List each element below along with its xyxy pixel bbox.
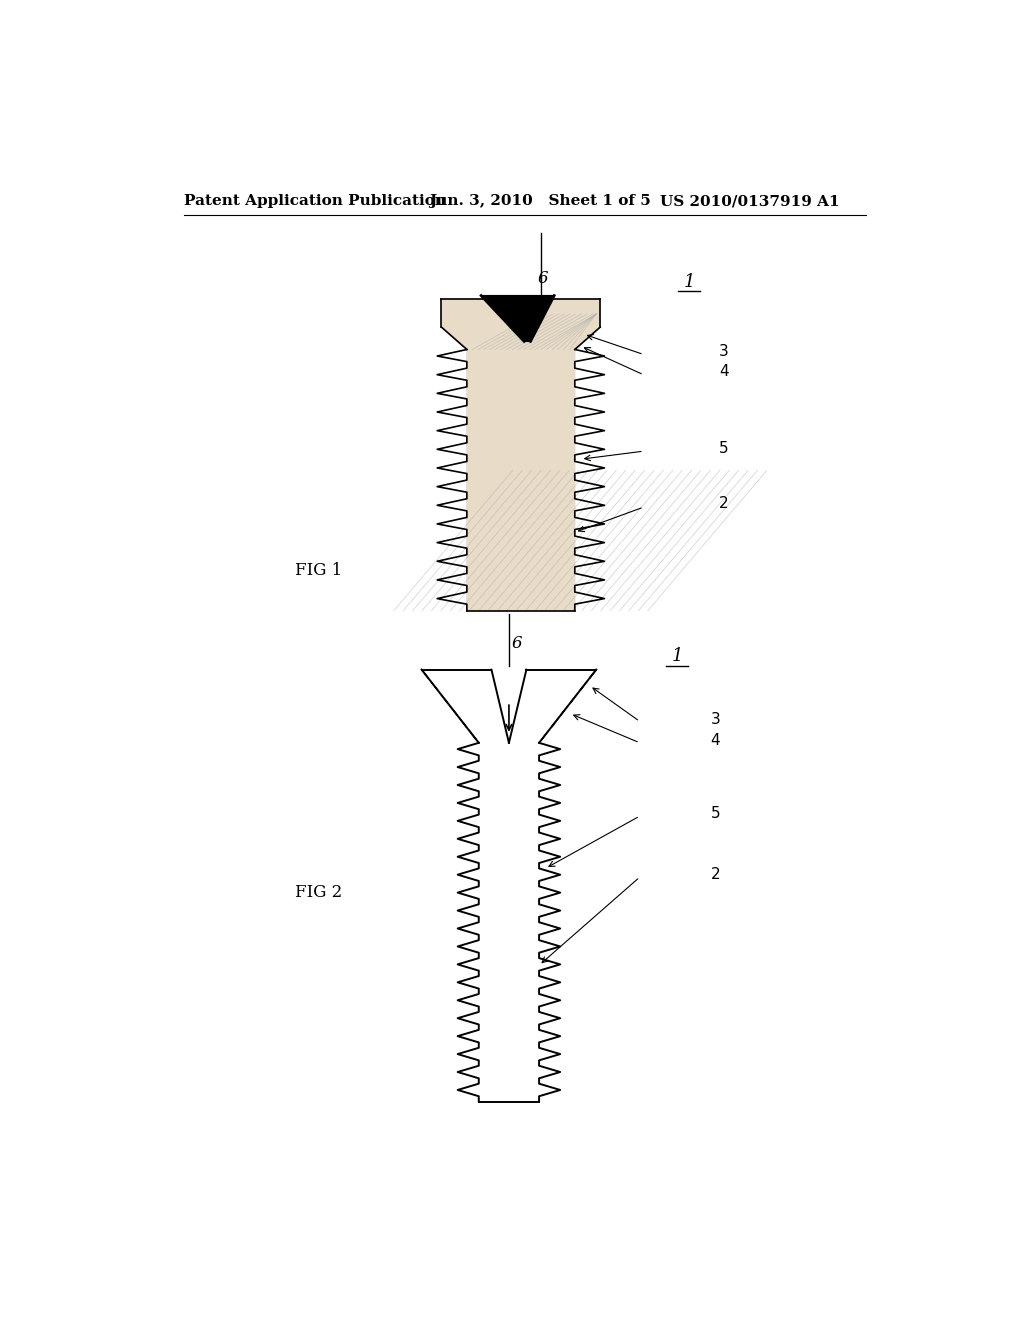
Text: 1: 1 <box>672 647 683 665</box>
Text: 4: 4 <box>719 364 729 379</box>
Text: 3: 3 <box>719 345 729 359</box>
Text: 2: 2 <box>711 867 720 883</box>
Text: Patent Application Publication: Patent Application Publication <box>183 194 445 209</box>
Text: 3: 3 <box>711 711 720 727</box>
Text: US 2010/0137919 A1: US 2010/0137919 A1 <box>659 194 840 209</box>
Text: 2: 2 <box>719 496 729 511</box>
Text: 1: 1 <box>683 273 695 292</box>
Text: 5: 5 <box>719 441 729 455</box>
Text: 6: 6 <box>512 635 522 652</box>
Text: 5: 5 <box>711 807 720 821</box>
Text: FIG 2: FIG 2 <box>295 884 342 900</box>
Text: 4: 4 <box>711 734 720 748</box>
Text: 6: 6 <box>538 269 549 286</box>
Text: Jun. 3, 2010   Sheet 1 of 5: Jun. 3, 2010 Sheet 1 of 5 <box>430 194 651 209</box>
Text: FIG 1: FIG 1 <box>295 561 342 578</box>
Polygon shape <box>481 296 554 342</box>
Polygon shape <box>441 298 600 611</box>
